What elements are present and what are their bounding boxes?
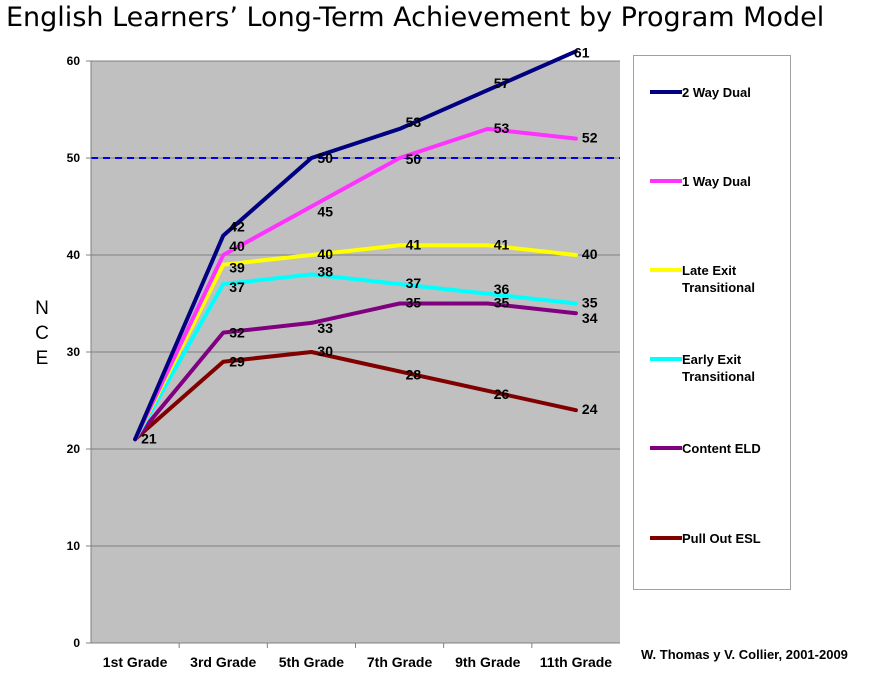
series-line	[133, 272, 578, 442]
data-label: 36	[494, 281, 510, 297]
data-label: 38	[317, 263, 333, 279]
series-line	[133, 301, 578, 442]
data-label: 61	[574, 44, 590, 60]
x-tick-label: 5th Grade	[279, 654, 345, 670]
data-label: 42	[229, 219, 245, 235]
legend-label: Pull Out ESL	[682, 531, 761, 546]
y-axis-label-letter: C	[35, 323, 49, 344]
data-label: 29	[229, 354, 245, 370]
x-tick-label: 7th Grade	[367, 654, 433, 670]
y-axis-label: N C E	[30, 296, 54, 371]
legend-label: Content ELD	[682, 441, 761, 456]
x-tick-label: 1st Grade	[103, 654, 168, 670]
series-line	[133, 350, 578, 442]
legend-swatch	[650, 357, 682, 361]
data-label: 34	[582, 310, 598, 326]
data-label: 33	[317, 320, 333, 336]
y-tick-label: 0	[73, 636, 80, 650]
legend-label: Late Exit Transitional	[682, 263, 755, 295]
legend-swatch	[650, 90, 682, 94]
legend-swatch	[650, 536, 682, 540]
data-label: 37	[406, 275, 422, 291]
legend: 2 Way Dual 1 Way Dual Late Exit Transiti…	[633, 55, 791, 590]
data-label: 35	[406, 295, 422, 311]
y-axis-label-letter: N	[35, 298, 49, 319]
data-label: 35	[582, 295, 598, 311]
data-label: 57	[494, 75, 510, 91]
data-label: 30	[317, 343, 333, 359]
y-tick-label: 10	[67, 539, 81, 553]
chart-title: English Learners’ Long-Term Achievement …	[6, 2, 825, 33]
y-axis-label-letter: E	[35, 348, 49, 369]
data-label: 24	[582, 401, 598, 417]
y-tick-labels: 0 10 20 30 40 50 60	[67, 54, 91, 650]
data-label: 26	[494, 386, 510, 402]
x-tick-label: 11th Grade	[540, 654, 613, 670]
y-tick-label: 20	[67, 442, 81, 456]
y-tick-label: 30	[67, 345, 81, 359]
data-label: 45	[317, 204, 333, 220]
series-line	[133, 49, 578, 442]
legend-swatch	[650, 179, 682, 183]
legend-label: 2 Way Dual	[682, 85, 751, 100]
x-tick-label: 9th Grade	[455, 654, 521, 670]
series-line	[133, 243, 578, 442]
data-label: 21	[141, 430, 157, 446]
data-label: 53	[494, 120, 510, 136]
data-label: 52	[582, 130, 598, 146]
y-tick-label: 60	[67, 54, 81, 68]
series-line	[133, 126, 578, 442]
legend-label: Early Exit Transitional	[682, 352, 755, 384]
data-label: 39	[229, 260, 245, 276]
data-label: 40	[317, 246, 333, 262]
y-tick-label: 40	[67, 248, 81, 262]
data-label: 37	[229, 279, 245, 295]
source-credit: W. Thomas y V. Collier, 2001-2009	[641, 647, 848, 662]
legend-swatch	[650, 446, 682, 450]
x-tick-labels: 1st Grade 3rd Grade 5th Grade 7th Grade 9th …	[103, 643, 613, 670]
data-label: 50	[406, 151, 422, 167]
data-label: 28	[406, 366, 422, 382]
series-lines	[133, 49, 578, 442]
x-tick-label: 3rd Grade	[190, 654, 256, 670]
data-label: 40	[229, 238, 245, 254]
legend-swatch	[650, 268, 682, 272]
data-label: 53	[406, 114, 422, 130]
data-label: 41	[406, 236, 422, 252]
data-label: 35	[494, 295, 510, 311]
y-tick-label: 50	[67, 151, 81, 165]
data-label: 50	[317, 150, 333, 166]
data-label: 32	[229, 325, 245, 341]
legend-label: 1 Way Dual	[682, 174, 751, 189]
data-label: 41	[494, 236, 510, 252]
data-label: 40	[582, 246, 598, 262]
